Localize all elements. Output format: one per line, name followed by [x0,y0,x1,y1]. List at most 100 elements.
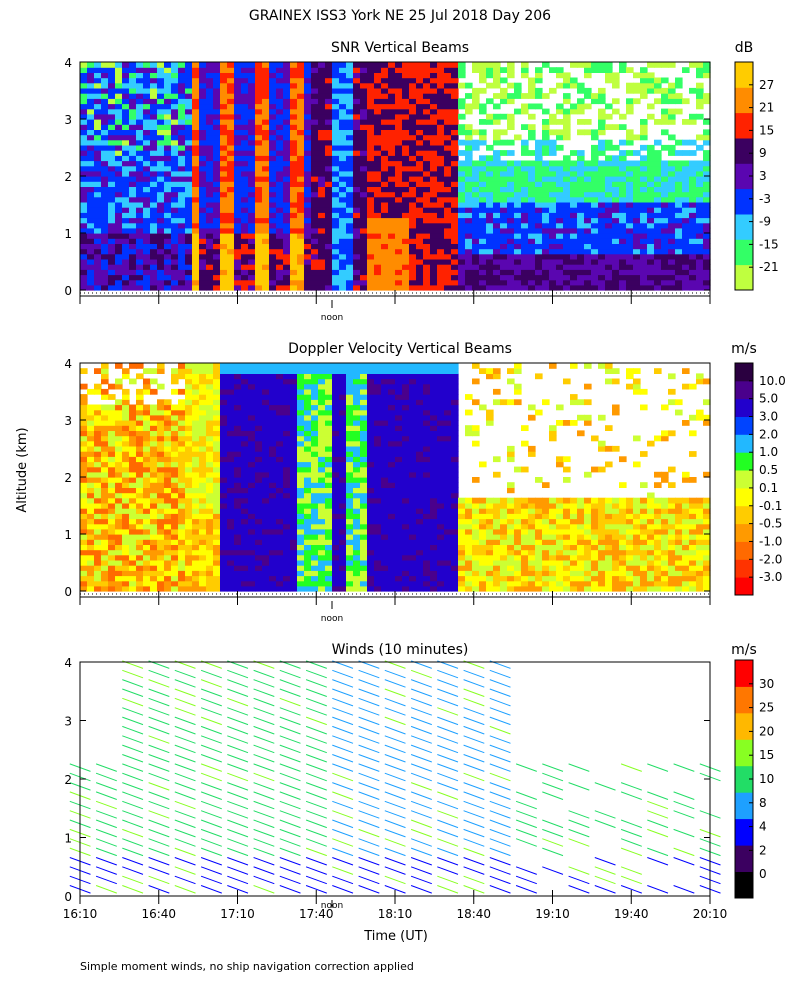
snr-cell [353,98,361,105]
doppler-cell [178,497,186,504]
doppler-cell [80,513,88,520]
snr-cell [234,129,242,136]
snr-cell [122,160,130,167]
snr-cell [297,103,305,110]
snr-cell [661,222,669,229]
snr-cell [507,233,515,239]
doppler-cell [220,466,228,473]
snr-cell [248,82,256,89]
snr-cell [598,222,606,229]
snr-cell [430,253,438,260]
snr-cell [206,207,214,213]
doppler-cell [136,471,144,478]
snr-cell [500,98,508,105]
snr-cell [479,103,487,110]
snr-cell [346,201,354,208]
snr-cell [136,98,144,105]
snr-cell [703,176,711,182]
snr-cell [339,212,347,219]
snr-cell [402,129,410,136]
doppler-cell [87,477,95,483]
doppler-cell [255,544,263,551]
snr-cell [234,170,242,177]
snr-cell [619,207,627,213]
snr-cell [318,72,326,79]
doppler-cell [297,544,305,551]
snr-cell [318,186,326,193]
doppler-cell [255,420,263,426]
snr-cell [689,269,697,276]
snr-cell [311,77,319,84]
snr-cell [199,222,207,229]
snr-cell [500,248,508,255]
doppler-cell [115,461,123,468]
snr-cell [192,165,200,172]
snr-cell [675,98,683,105]
doppler-cell [122,414,130,421]
doppler-cell [157,528,165,535]
snr-cell [108,191,116,198]
snr-cell [304,243,312,250]
snr-cell [136,87,144,94]
doppler-cell [227,425,235,431]
snr-cell [122,186,130,193]
doppler-cell [150,440,158,447]
snr-cell [108,62,116,68]
snr-cell [486,233,494,239]
snr-cell [598,98,606,105]
doppler-cell [192,383,200,390]
doppler-cell [171,409,179,416]
snr-cell [647,77,655,84]
snr-cell [626,82,634,89]
snr-cell [416,124,424,130]
doppler-cell [234,482,242,488]
doppler-cell [276,585,284,592]
snr-cell [262,103,270,110]
doppler-cell [192,534,200,540]
snr-cell [367,155,375,162]
doppler-cell [157,383,165,390]
snr-cell [444,93,452,99]
snr-cell [640,279,648,286]
doppler-cell [283,492,291,499]
snr-cell [346,186,354,193]
snr-cell [178,67,186,73]
doppler-cell [101,420,109,426]
snr-cell [206,155,214,162]
doppler-cell [199,487,207,494]
snr-cell [276,160,284,167]
snr-cell [136,144,144,151]
snr-cell [297,170,305,177]
doppler-cell [213,414,221,421]
snr-cell [192,103,200,110]
snr-cell [318,134,326,141]
snr-cell [381,77,389,84]
snr-cell [325,150,333,156]
doppler-cell [262,440,270,447]
doppler-cell [192,409,200,416]
doppler-cell [136,466,144,473]
snr-cell [584,93,592,99]
snr-cell [304,87,312,94]
doppler-cell [234,518,242,525]
doppler-cell [171,549,179,556]
snr-cell [346,87,354,94]
snr-cell [101,62,109,68]
snr-cell [570,212,578,219]
snr-cell [598,93,606,99]
doppler-cell [220,585,228,592]
snr-cell [395,181,403,187]
doppler-cell [171,373,179,380]
snr-cell [206,191,214,198]
snr-cell [563,212,571,219]
snr-cell [311,201,319,208]
snr-cell [234,72,242,79]
doppler-cell [220,461,228,468]
snr-cell [409,150,417,156]
doppler-cell [157,554,165,561]
snr-cell [535,269,543,276]
snr-cell [437,264,445,270]
snr-cell [556,144,564,151]
doppler-cell [213,471,221,478]
snr-cell [192,191,200,198]
